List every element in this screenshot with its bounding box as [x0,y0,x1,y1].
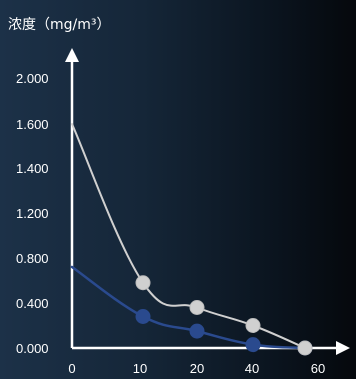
x-tick-label: 10 [133,361,147,376]
series-line [70,265,307,350]
y-tick-label: 1.200 [16,206,49,221]
y-axis-title: 浓度（mg/m³） [8,17,111,33]
series-point [135,275,151,291]
y-tick-label: 1.400 [16,161,49,176]
y-tick-label: 2.000 [16,71,49,86]
x-axis-arrow [336,341,350,355]
y-tick-labels: 0.000 0.400 0.800 1.200 1.400 1.600 2.000 [16,71,49,356]
y-tick-label: 0.800 [16,251,49,266]
series-line [71,123,306,349]
y-tick-label: 1.600 [16,117,49,132]
y-tick-label: 0.000 [16,341,49,356]
y-tick-label: 0.400 [16,296,49,311]
x-tick-labels: 0 10 20 40 60 [68,361,325,376]
series-point [297,340,313,356]
x-tick-label: 20 [190,361,204,376]
series-point [189,300,205,315]
y-axis-arrow [65,48,79,62]
series-point [245,337,261,353]
axes [65,48,350,355]
series-layer [70,123,313,356]
series-point [135,309,151,324]
series-point [189,323,205,339]
x-tick-label: 40 [245,361,259,376]
x-tick-label: 0 [68,361,75,376]
x-tick-label: 60 [311,361,325,376]
series-group [71,123,313,356]
series-point [245,318,261,333]
